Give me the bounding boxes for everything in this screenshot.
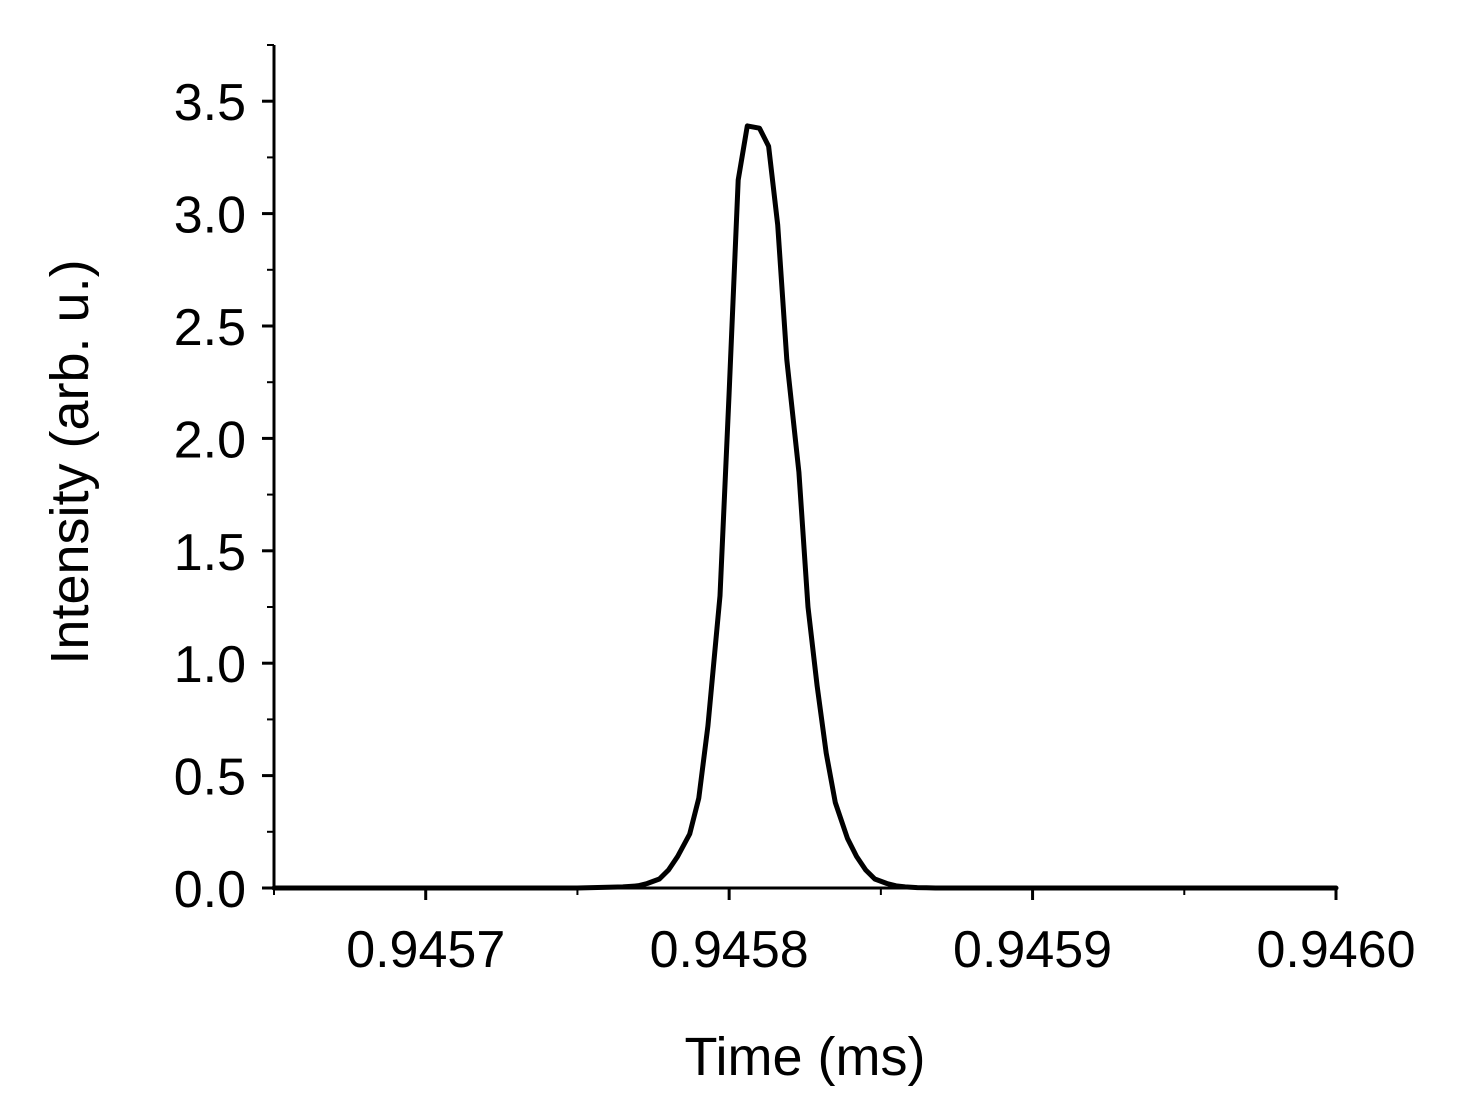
y-tick-label: 0.5 [174,749,246,807]
y-tick-label: 0.0 [174,861,246,919]
x-tick-label: 0.9458 [650,921,809,979]
y-tick-label: 3.5 [174,74,246,132]
axes: 0.9457 0.9458 0.9459 0.9460 0.0 0.5 1.0 1.5 2.0 2… [174,44,1416,979]
y-axis-title: Intensity (arb. u.) [40,259,100,664]
y-tick-label: 1.5 [174,524,246,582]
y-tick-label: 2.0 [174,411,246,469]
series-line [271,123,1339,891]
x-axis-title: Time (ms) [685,1027,926,1087]
y-tick-label: 1.0 [174,636,246,694]
plot-area [271,123,1339,891]
x-tick-label: 0.9457 [346,921,505,979]
y-tick-label: 2.5 [174,299,246,357]
y-tick-label: 3.0 [174,187,246,245]
x-tick-label: 0.9460 [1256,921,1415,979]
x-tick-label: 0.9459 [953,921,1112,979]
